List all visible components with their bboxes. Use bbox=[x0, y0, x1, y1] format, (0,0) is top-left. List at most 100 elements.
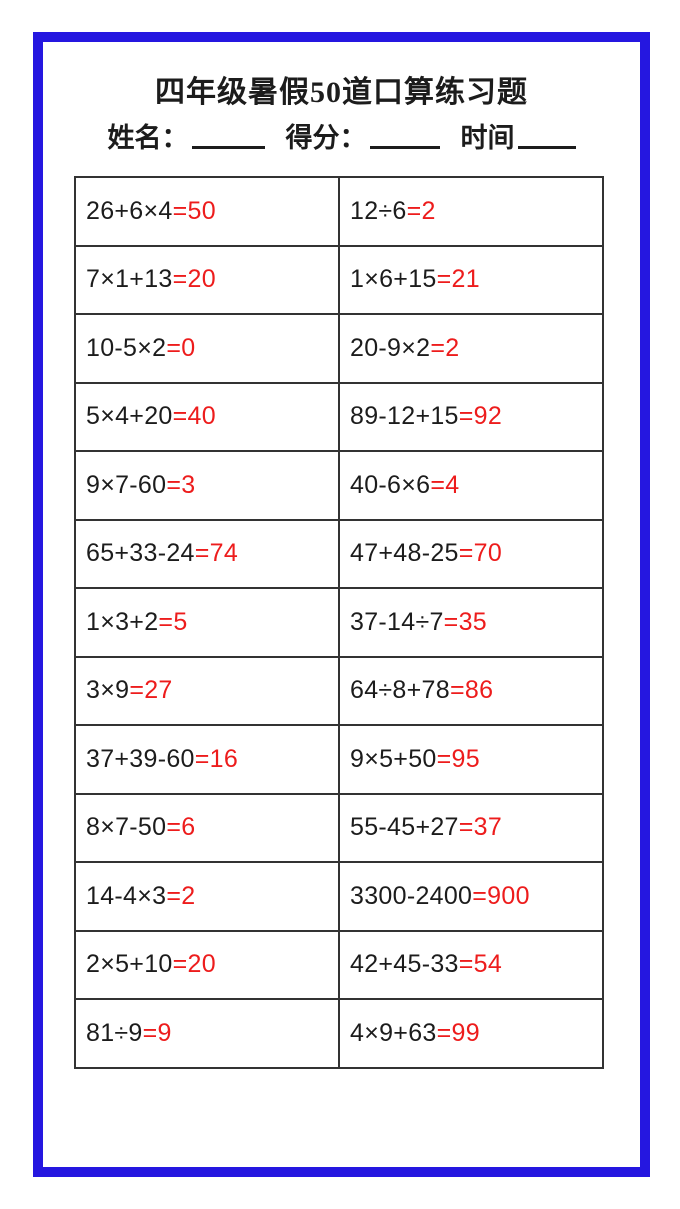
problem-answer: 9 bbox=[157, 1018, 172, 1047]
problem-answer: 95 bbox=[451, 744, 480, 773]
problem-cell: 55-45+27=37 bbox=[338, 792, 604, 863]
problem-answer: 900 bbox=[487, 881, 530, 910]
problem-expression: 1×6+15 bbox=[350, 265, 437, 294]
name-field-group: 姓名： bbox=[108, 116, 265, 155]
equals-sign: = bbox=[172, 950, 188, 979]
problem-expression: 81÷9 bbox=[86, 1018, 143, 1047]
equals-sign: = bbox=[172, 402, 188, 431]
time-field-group: 时间 bbox=[461, 116, 576, 155]
problem-expression: 55-45+27 bbox=[350, 813, 459, 842]
problem-answer: 35 bbox=[458, 607, 487, 636]
problem-answer: 3 bbox=[181, 470, 196, 499]
equals-sign: = bbox=[436, 1018, 452, 1047]
equals-sign: = bbox=[172, 265, 188, 294]
problem-answer: 4 bbox=[445, 470, 460, 499]
equals-sign: = bbox=[129, 676, 145, 705]
time-blank-field bbox=[517, 143, 576, 149]
equals-sign: = bbox=[472, 881, 488, 910]
problem-answer: 86 bbox=[464, 676, 494, 705]
blue-frame-border: 四年级暑假50道口算练习题 姓名： 得分： 时间 26+6×4=50 12÷6=2… bbox=[33, 32, 650, 1177]
problem-answer: 27 bbox=[144, 676, 173, 705]
equals-sign: = bbox=[443, 607, 459, 636]
score-label: 得分： bbox=[285, 123, 367, 153]
table-row: 81÷9=9 4×9+63=99 bbox=[74, 998, 604, 1069]
problem-cell: 37-14÷7=35 bbox=[338, 587, 604, 658]
problem-cell: 9×5+50=95 bbox=[338, 724, 604, 795]
equals-sign: = bbox=[406, 196, 422, 225]
table-row: 10-5×2=0 20-9×2=2 bbox=[74, 313, 604, 384]
problem-answer: 2 bbox=[421, 196, 436, 225]
problem-cell: 3×9=27 bbox=[74, 655, 340, 726]
problem-answer: 2 bbox=[181, 881, 196, 910]
problem-cell: 42+45-33=54 bbox=[338, 929, 604, 1000]
table-row: 26+6×4=50 12÷6=2 bbox=[74, 176, 604, 247]
problem-expression: 64÷8+78 bbox=[350, 676, 450, 705]
problem-expression: 89-12+15 bbox=[350, 402, 459, 431]
equals-sign: = bbox=[430, 333, 446, 362]
table-row: 7×1+13=20 1×6+15=21 bbox=[74, 244, 604, 315]
problem-answer: 40 bbox=[187, 402, 216, 431]
equals-sign: = bbox=[166, 333, 182, 362]
problem-cell: 65+33-24=74 bbox=[74, 518, 340, 589]
problem-expression: 7×1+13 bbox=[86, 265, 173, 294]
problem-expression: 10-5×2 bbox=[86, 333, 167, 362]
problem-expression: 14-4×3 bbox=[86, 881, 167, 910]
table-row: 9×7-60=3 40-6×6=4 bbox=[74, 450, 604, 521]
table-row: 37+39-60=16 9×5+50=95 bbox=[74, 724, 604, 795]
problem-expression: 65+33-24 bbox=[86, 539, 195, 568]
problem-answer: 5 bbox=[173, 607, 188, 636]
header-info-line: 姓名： 得分： 时间 bbox=[43, 116, 640, 155]
equals-sign: = bbox=[430, 470, 446, 499]
problem-cell: 14-4×3=2 bbox=[74, 861, 340, 932]
problem-answer: 74 bbox=[209, 539, 239, 568]
table-row: 14-4×3=2 3300-2400=900 bbox=[74, 861, 604, 932]
problem-expression: 20-9×2 bbox=[350, 333, 431, 362]
equals-sign: = bbox=[458, 402, 474, 431]
name-blank-field bbox=[191, 143, 265, 149]
problem-expression: 42+45-33 bbox=[350, 950, 459, 979]
equals-sign: = bbox=[436, 265, 452, 294]
equals-sign: = bbox=[458, 813, 474, 842]
time-label: 时间 bbox=[460, 123, 515, 153]
problem-expression: 37+39-60 bbox=[86, 744, 195, 773]
problem-answer: 16 bbox=[209, 744, 239, 773]
table-row: 3×9=27 64÷8+78 = 86 bbox=[74, 655, 604, 726]
problem-answer: 70 bbox=[473, 539, 503, 568]
problem-answer: 92 bbox=[473, 402, 503, 431]
problem-expression: 47+48-25 bbox=[350, 539, 459, 568]
equals-sign: = bbox=[436, 744, 452, 773]
equals-sign: = bbox=[194, 539, 210, 568]
problem-cell: 1×3+2=5 bbox=[74, 587, 340, 658]
table-row: 65+33-24=74 47+48-25=70 bbox=[74, 518, 604, 589]
problem-expression: 8×7-50 bbox=[86, 813, 167, 842]
problem-expression: 9×7-60 bbox=[86, 470, 167, 499]
problem-cell: 3300-2400=900 bbox=[338, 861, 604, 932]
problem-cell: 5×4+20=40 bbox=[74, 381, 340, 452]
problems-table: 26+6×4=50 12÷6=2 7×1+13=20 1×6+15=21 10-5×2=… bbox=[74, 176, 604, 1069]
problem-cell: 1×6+15=21 bbox=[338, 244, 604, 315]
problem-answer: 21 bbox=[451, 265, 480, 294]
problem-answer: 20 bbox=[187, 265, 216, 294]
equals-sign: = bbox=[166, 470, 182, 499]
problem-cell: 47+48-25=70 bbox=[338, 518, 604, 589]
problem-cell: 2×5+10=20 bbox=[74, 929, 340, 1000]
equals-sign: = bbox=[458, 539, 474, 568]
problem-cell: 81÷9=9 bbox=[74, 998, 340, 1069]
problem-answer: 20 bbox=[187, 950, 216, 979]
problem-answer: 0 bbox=[181, 333, 196, 362]
worksheet-table-body: 26+6×4=50 12÷6=2 7×1+13=20 1×6+15=21 10-5×2=… bbox=[74, 176, 604, 1069]
name-label: 姓名： bbox=[107, 123, 189, 153]
problem-expression: 1×3+2 bbox=[86, 607, 159, 636]
problem-cell: 10-5×2=0 bbox=[74, 313, 340, 384]
score-blank-field bbox=[369, 143, 440, 149]
equals-sign: = bbox=[172, 196, 188, 225]
table-row: 5×4+20=40 89-12+15=92 bbox=[74, 381, 604, 452]
table-row: 8×7-50=6 55-45+27=37 bbox=[74, 792, 604, 863]
problem-cell: 20-9×2=2 bbox=[338, 313, 604, 384]
equals-sign: = bbox=[194, 744, 210, 773]
problem-expression: 5×4+20 bbox=[86, 402, 173, 431]
problem-cell: 89-12+15=92 bbox=[338, 381, 604, 452]
equals-sign: = bbox=[166, 881, 182, 910]
problem-cell: 9×7-60=3 bbox=[74, 450, 340, 521]
